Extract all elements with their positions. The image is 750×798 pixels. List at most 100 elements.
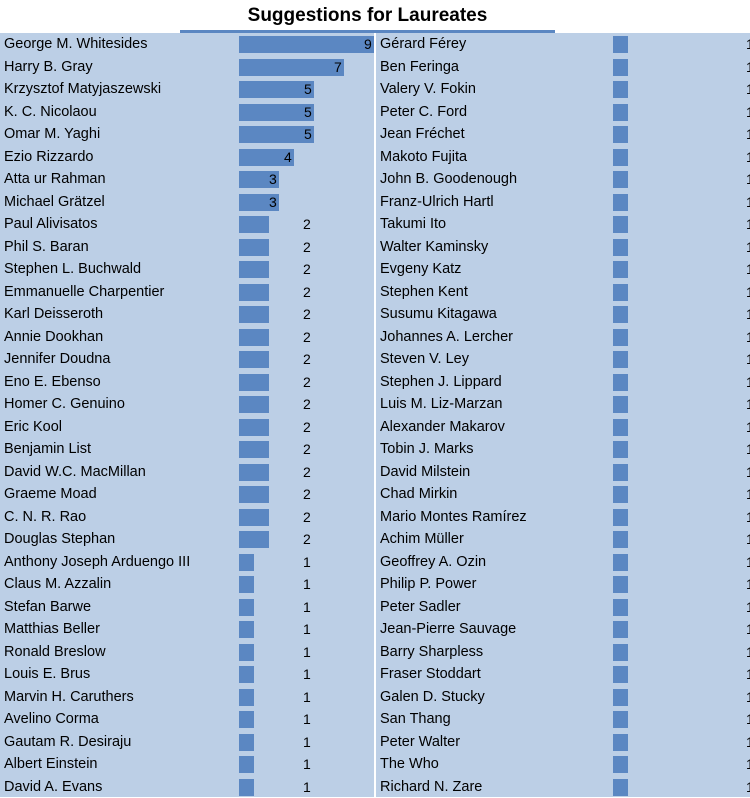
data-label: 1 xyxy=(746,123,750,146)
data-label: 1 xyxy=(746,686,750,709)
bar xyxy=(239,554,254,571)
bar xyxy=(239,711,254,728)
data-label: 2 xyxy=(303,303,311,326)
data-label: 4 xyxy=(284,146,292,169)
data-label: 3 xyxy=(269,168,277,191)
data-label: 1 xyxy=(303,753,311,776)
category-label: Omar M. Yaghi xyxy=(4,123,100,146)
category-label: Susumu Kitagawa xyxy=(380,303,497,326)
data-label: 1 xyxy=(746,663,750,686)
category-label: Mario Montes Ramírez xyxy=(380,506,527,529)
category-label: John B. Goodenough xyxy=(380,168,517,191)
bar xyxy=(239,689,254,706)
bar xyxy=(613,104,628,121)
chart-title: Suggestions for Laureates xyxy=(180,2,555,30)
data-label: 1 xyxy=(746,258,750,281)
category-label: Peter Walter xyxy=(380,731,460,754)
bar-row: Jean Fréchet 1 xyxy=(376,123,750,146)
bar-row: Graeme Moad 2 xyxy=(0,483,374,506)
bar-row: Peter Walter 1 xyxy=(376,731,750,754)
data-label: 1 xyxy=(303,663,311,686)
bar xyxy=(613,374,628,391)
category-label: Jean Fréchet xyxy=(380,123,465,146)
bar xyxy=(613,576,628,593)
data-label: 1 xyxy=(746,753,750,776)
bar xyxy=(613,464,628,481)
category-label: Stephen J. Lippard xyxy=(380,371,502,394)
category-label: Richard N. Zare xyxy=(380,776,482,798)
category-label: K. C. Nicolaou xyxy=(4,101,97,124)
bar xyxy=(613,779,628,796)
category-label: The Who xyxy=(380,753,439,776)
bar xyxy=(613,149,628,166)
bar xyxy=(239,441,269,458)
bar xyxy=(239,216,269,233)
category-label: Harry B. Gray xyxy=(4,56,93,79)
bar xyxy=(239,284,269,301)
category-label: Gérard Férey xyxy=(380,33,466,56)
data-label: 1 xyxy=(303,596,311,619)
data-label: 1 xyxy=(746,776,750,798)
bar-row: Mario Montes Ramírez 1 xyxy=(376,506,750,529)
data-label: 2 xyxy=(303,258,311,281)
data-label: 1 xyxy=(746,506,750,529)
data-label: 2 xyxy=(303,483,311,506)
data-label: 2 xyxy=(303,281,311,304)
category-label: Franz-Ulrich Hartl xyxy=(380,191,494,214)
category-label: Graeme Moad xyxy=(4,483,97,506)
bar xyxy=(239,779,254,796)
bar-row: John B. Goodenough 1 xyxy=(376,168,750,191)
data-label: 1 xyxy=(303,573,311,596)
category-label: Valery V. Fokin xyxy=(380,78,476,101)
category-label: Chad Mirkin xyxy=(380,483,457,506)
bar xyxy=(613,554,628,571)
data-label: 1 xyxy=(746,641,750,664)
data-label: 1 xyxy=(303,731,311,754)
bar xyxy=(239,509,269,526)
data-label: 2 xyxy=(303,506,311,529)
category-label: George M. Whitesides xyxy=(4,33,147,56)
bar xyxy=(239,644,254,661)
category-label: Annie Dookhan xyxy=(4,326,103,349)
category-label: Peter C. Ford xyxy=(380,101,467,124)
data-label: 1 xyxy=(746,236,750,259)
data-label: 1 xyxy=(746,731,750,754)
bar xyxy=(613,59,628,76)
category-label: Phil S. Baran xyxy=(4,236,89,259)
bar xyxy=(239,486,269,503)
category-label: Marvin H. Caruthers xyxy=(4,686,134,709)
data-label: 2 xyxy=(303,236,311,259)
data-label: 1 xyxy=(746,326,750,349)
bar xyxy=(239,36,374,53)
data-label: 1 xyxy=(746,461,750,484)
bar xyxy=(613,239,628,256)
category-label: Krzysztof Matyjaszewski xyxy=(4,78,161,101)
category-label: Emmanuelle Charpentier xyxy=(4,281,164,304)
data-label: 1 xyxy=(746,168,750,191)
category-label: Stefan Barwe xyxy=(4,596,91,619)
